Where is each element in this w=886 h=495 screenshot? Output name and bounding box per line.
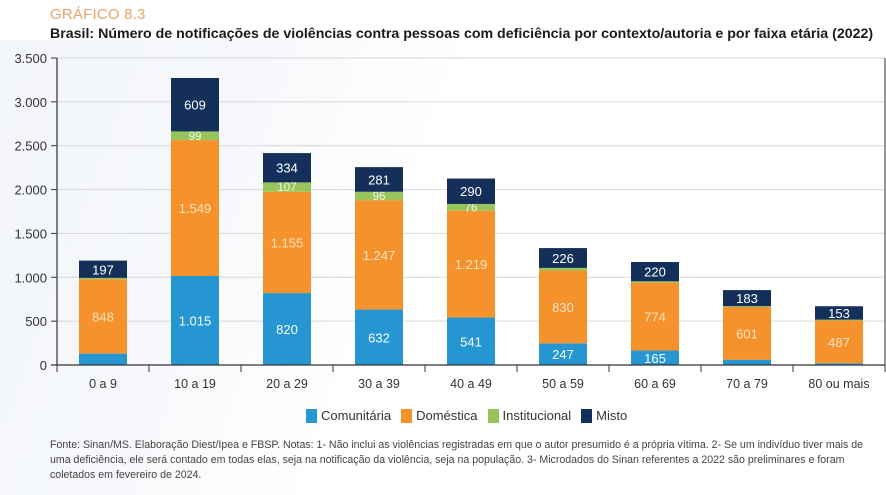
y-tick-label: 1.500: [14, 226, 47, 241]
data-label: 609: [184, 98, 206, 113]
y-tick-label: 0: [40, 358, 47, 373]
bar-segment-institucional: [355, 191, 403, 201]
data-label: 848: [92, 309, 114, 324]
x-tick-label: 40 a 49: [450, 377, 492, 391]
data-label: 820: [276, 322, 298, 337]
y-tick-label: 1.000: [14, 270, 47, 285]
chart-title: Brasil: Número de notificações de violên…: [50, 26, 874, 42]
background-shade: [0, 40, 886, 495]
legend-item-comunitária: Comunitária: [306, 408, 391, 423]
bar-segment-institucional: [263, 182, 311, 192]
data-label: 1.155: [271, 235, 304, 250]
footnote: Fonte: Sinan/MS. Elaboração Diest/Ipea e…: [50, 439, 863, 481]
legend-label: Comunitária: [321, 408, 392, 423]
bar-segment-institucional: [539, 267, 587, 271]
legend-item-doméstica: Doméstica: [401, 408, 478, 423]
x-tick-label: 60 a 69: [634, 377, 676, 391]
bar-segment-comunitária: [79, 353, 127, 365]
legend-swatch: [487, 408, 499, 423]
bar-segment-comunitária: [263, 293, 311, 365]
x-tick-label: 70 a 79: [726, 377, 768, 391]
bar-segment-misto: [815, 306, 863, 320]
bar-segment-comunitária: [539, 343, 587, 365]
data-label: 1.549: [179, 201, 212, 216]
data-label: 247: [552, 347, 574, 362]
y-tick-label: 500: [25, 314, 47, 329]
legend-label: Doméstica: [416, 408, 478, 423]
x-tick-label: 0 a 9: [89, 377, 117, 391]
bar-segment-institucional: [815, 319, 863, 321]
legend-swatch: [306, 408, 317, 423]
bar-segment-comunitária: [355, 309, 403, 365]
bar-segment-doméstica: [631, 282, 679, 351]
data-label: 165: [644, 351, 666, 366]
y-tick-label: 3.500: [14, 51, 47, 66]
y-tick-label: 2.000: [14, 183, 47, 198]
bar-segment-misto: [263, 153, 311, 183]
bar-segment-institucional: [79, 277, 127, 280]
bar-segment-misto: [447, 178, 495, 204]
bar-segment-misto: [631, 262, 679, 282]
bar-segment-doméstica: [539, 270, 587, 344]
bar-segment-doméstica: [723, 307, 771, 360]
bar-segment-doméstica: [355, 200, 403, 310]
legend-item-misto: Misto: [581, 408, 627, 423]
x-tick-label: 50 a 59: [542, 377, 584, 391]
bar-segment-doméstica: [815, 320, 863, 364]
y-tick-label: 2.500: [14, 139, 47, 154]
data-label: 541: [460, 334, 482, 349]
data-label: 601: [736, 326, 758, 341]
chart-number: GRÁFICO 8.3: [50, 6, 146, 23]
data-label: 774: [644, 310, 666, 325]
data-label: 290: [460, 184, 482, 199]
bar-segment-comunitária: [815, 363, 863, 365]
legend-item-institucional: Institucional: [487, 408, 572, 423]
legend: Comunitária Doméstica Institucional Misto: [306, 408, 627, 423]
bar-segment-doméstica: [447, 210, 495, 318]
data-label: 153: [828, 306, 850, 321]
legend-label: Misto: [596, 408, 628, 423]
bar-segment-institucional: [171, 131, 219, 141]
bar-segment-doméstica: [171, 140, 219, 276]
data-label: 1.247: [363, 248, 396, 263]
bar-segment-misto: [79, 260, 127, 278]
bar-segment-doméstica: [79, 279, 127, 354]
y-tick-label: 3.000: [14, 95, 47, 110]
legend-label: Institucional: [502, 408, 572, 423]
data-label: 334: [276, 161, 298, 176]
data-label: 96: [373, 191, 386, 203]
data-label: 76: [465, 202, 478, 214]
legend-swatch: [581, 408, 593, 423]
bar-segment-misto: [539, 248, 587, 268]
data-label: 107: [277, 182, 296, 194]
data-label: 226: [552, 251, 574, 266]
bar-segment-comunitária: [447, 317, 495, 365]
data-label: 220: [644, 265, 666, 280]
data-label: 830: [552, 300, 574, 315]
bar-segment-comunitária: [171, 275, 219, 365]
stacked-bar-chart: 0 500 1.000 1.500 2.000 2.500 3.000 3.500 848 197…: [14, 51, 886, 391]
data-label: 183: [736, 291, 758, 306]
legend-swatch: [401, 408, 413, 423]
bar-segment-misto: [355, 167, 403, 192]
data-label: 197: [92, 262, 114, 277]
bar-segment-institucional: [447, 203, 495, 211]
data-label: 99: [189, 131, 202, 143]
bar-segment-institucional: [723, 306, 771, 308]
data-label: 487: [828, 335, 850, 350]
x-tick-label: 20 a 29: [266, 377, 308, 391]
bar-segment-institucional: [631, 281, 679, 283]
data-label: 281: [368, 172, 390, 187]
data-label: 632: [368, 330, 390, 345]
x-tick-label: 10 a 19: [174, 377, 216, 391]
bar-segment-misto: [723, 290, 771, 307]
x-tick-label: 80 ou mais: [808, 377, 869, 391]
bar-segment-doméstica: [263, 191, 311, 294]
bar-segment-misto: [171, 77, 219, 132]
x-tick-label: 30 a 39: [358, 377, 400, 391]
bar-segment-comunitária: [723, 359, 771, 365]
bar-segment-comunitária: [631, 350, 679, 365]
data-label: 1.015: [179, 313, 212, 328]
data-label: 1.219: [455, 257, 488, 272]
